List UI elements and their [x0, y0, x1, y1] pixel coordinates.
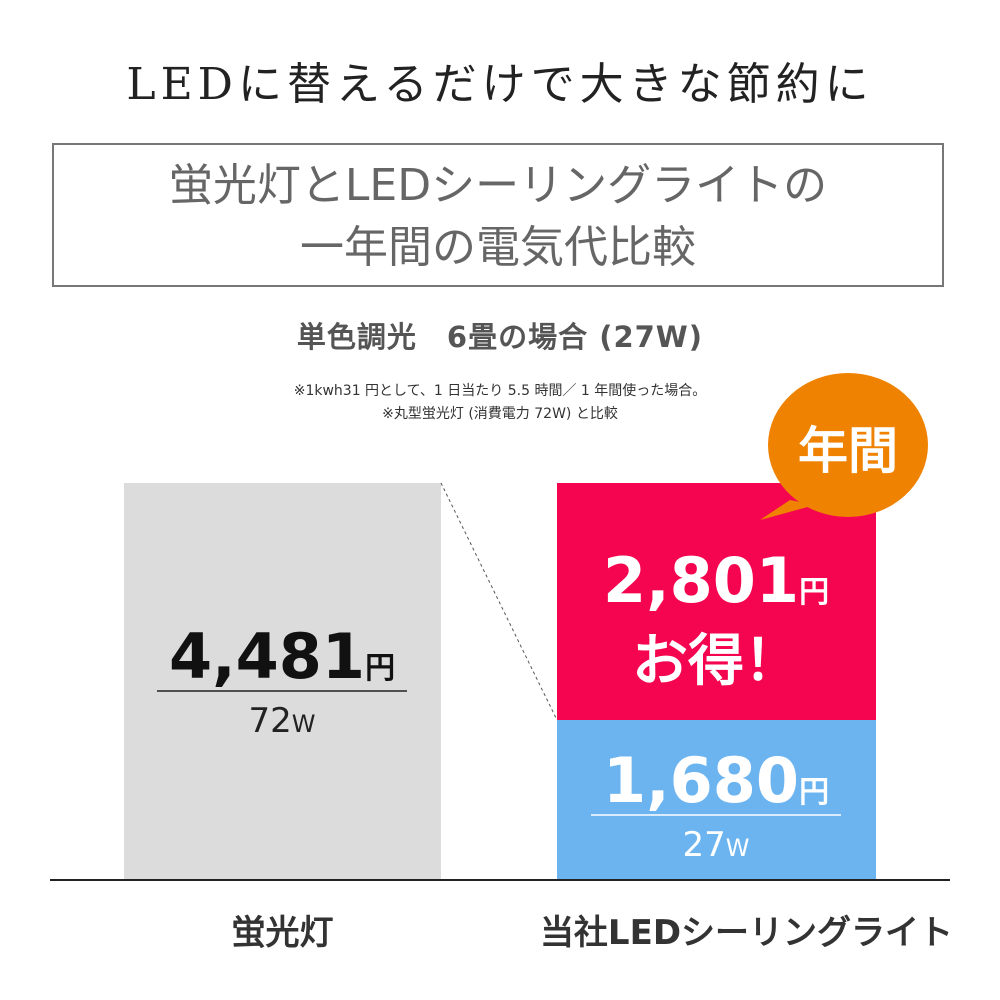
led-watt: 27W — [683, 825, 750, 865]
savings-bubble: 年間 — [760, 373, 928, 520]
bar-led — [557, 720, 876, 880]
saving-text: お得！ — [632, 629, 800, 694]
bubble-circle — [768, 373, 928, 517]
category-label: 当社LEDシーリングライト — [540, 913, 953, 953]
dashed-connector — [440, 482, 558, 721]
subtitle: 単色調光 6畳の場合 (27W) — [296, 320, 704, 354]
bar-saving — [557, 483, 876, 720]
led-value: 1,680円 — [603, 744, 829, 817]
title-line-1: 蛍光灯とLEDシーリングライトの — [168, 160, 828, 211]
title-box: 蛍光灯とLEDシーリングライトの 一年間の電気代比較 — [52, 143, 944, 287]
headline: LEDに替えるだけで大きな節約に — [126, 59, 874, 110]
bubble-text: 年間 — [798, 422, 898, 480]
category-label: 蛍光灯 — [232, 913, 334, 953]
bubble-tail — [760, 500, 815, 520]
title-line-2: 一年間の電気代比較 — [300, 222, 696, 273]
bar-fluorescent — [124, 483, 441, 880]
fluorescent-watt: 72W — [249, 701, 316, 741]
fluorescent-value: 4,481円 — [169, 620, 395, 693]
note-2: ※丸型蛍光灯 (消費電力 72W) と比較 — [382, 406, 618, 422]
note-1: ※1kwh31 円として、1 日当たり 5.5 時間／ 1 年間使った場合。 — [293, 383, 707, 399]
saving-value: 2,801円 — [603, 544, 829, 617]
